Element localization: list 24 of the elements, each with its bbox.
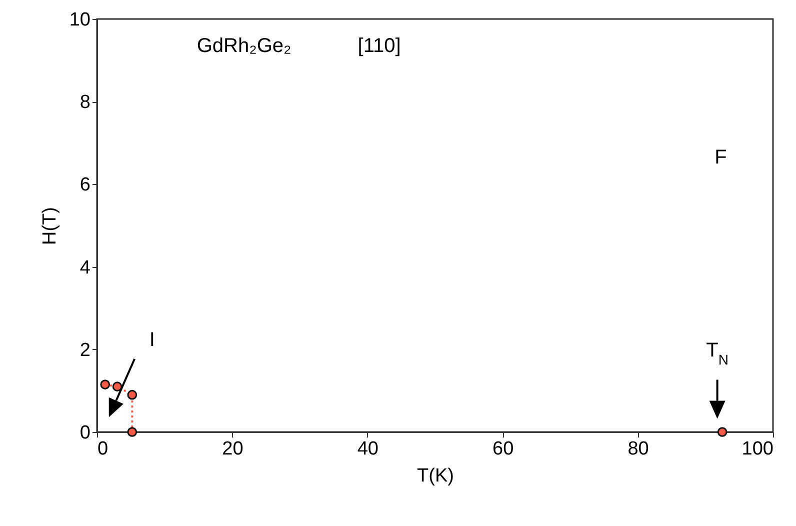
point <box>127 390 138 400</box>
point <box>127 427 138 437</box>
y-tick-label: 6 <box>80 174 90 196</box>
y-axis-title: H(T) <box>39 207 60 245</box>
y-tick-label: 0 <box>80 422 90 444</box>
x-tick-label: 80 <box>628 438 649 460</box>
x-tick-label: 60 <box>492 438 514 460</box>
annotation: GdRh₂Ge₂ <box>196 34 292 57</box>
x-tick-label: 100 <box>742 438 774 460</box>
point <box>100 380 110 390</box>
annotation: F <box>714 146 727 168</box>
annotation: I <box>149 329 155 352</box>
y-tick-label: 10 <box>69 10 90 30</box>
x-axis-title: T(K) <box>417 466 454 486</box>
y-tick-label: 8 <box>80 92 90 114</box>
x-tick-label: 40 <box>357 438 378 460</box>
point <box>112 382 122 392</box>
x-tick-label: 0 <box>98 438 108 460</box>
annotation: T$_{N}$ <box>706 340 728 368</box>
x-tick-label: 20 <box>222 438 244 460</box>
annotation: [110] <box>358 34 401 57</box>
y-tick-label: 4 <box>80 257 91 278</box>
y-tick-label: 2 <box>80 340 90 361</box>
point <box>717 427 728 437</box>
